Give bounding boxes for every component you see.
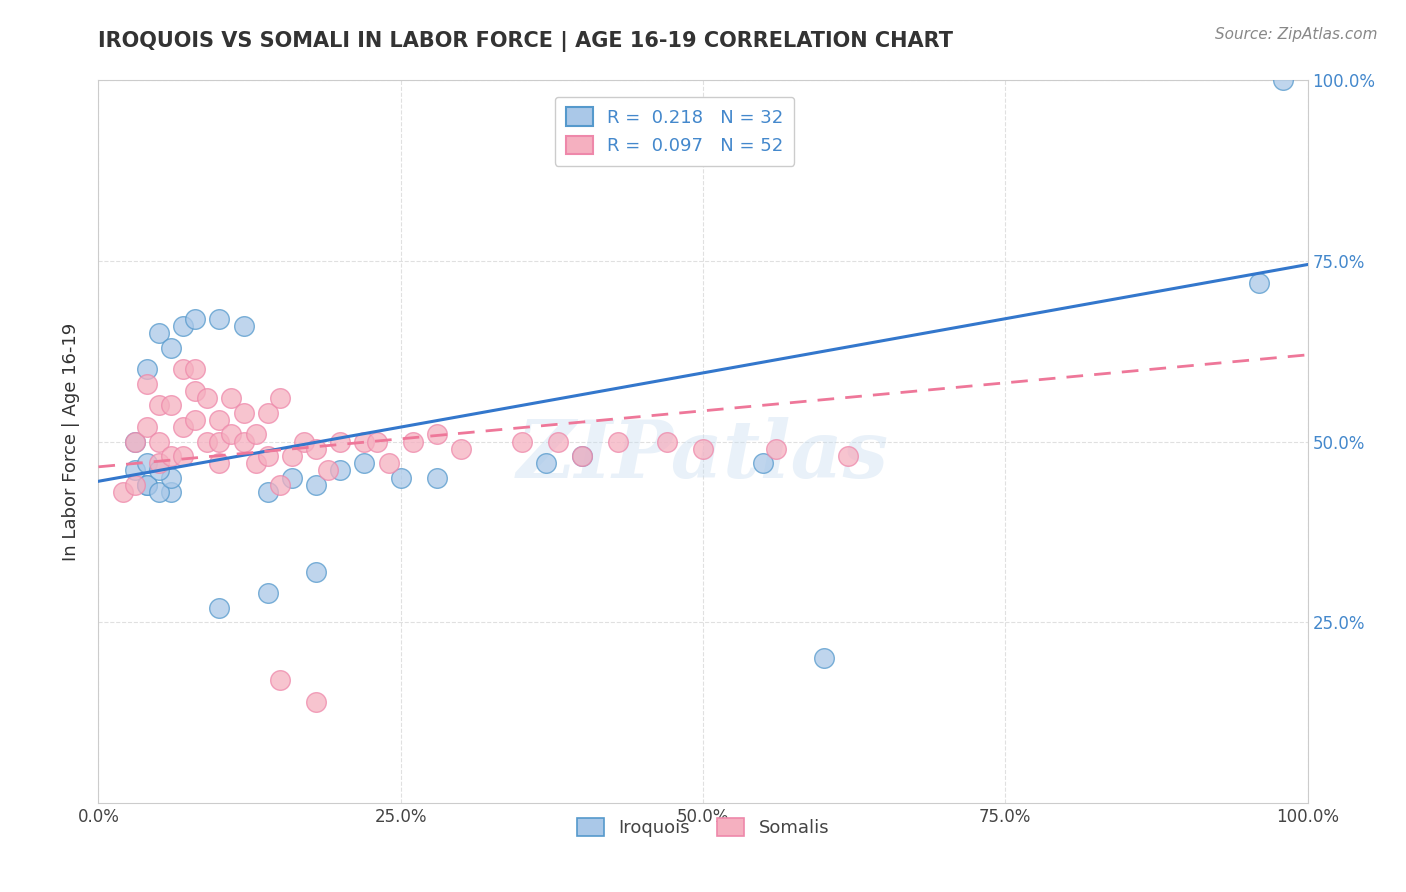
Point — [135, 478, 157, 492]
Point — [184, 384, 207, 398]
Point — [1249, 276, 1271, 290]
Point — [837, 449, 859, 463]
Point — [232, 434, 254, 449]
Point — [208, 600, 231, 615]
Point — [184, 311, 207, 326]
Point — [305, 695, 328, 709]
Point — [208, 413, 231, 427]
Point — [377, 456, 399, 470]
Point — [245, 456, 267, 470]
Point — [184, 413, 207, 427]
Text: Source: ZipAtlas.com: Source: ZipAtlas.com — [1215, 27, 1378, 42]
Point — [160, 449, 183, 463]
Point — [607, 434, 630, 449]
Point — [305, 478, 328, 492]
Point — [281, 470, 304, 484]
Point — [148, 463, 170, 477]
Point — [256, 586, 278, 600]
Point — [571, 449, 593, 463]
Point — [316, 463, 339, 477]
Point — [305, 565, 328, 579]
Point — [534, 456, 557, 470]
Y-axis label: In Labor Force | Age 16-19: In Labor Force | Age 16-19 — [62, 322, 80, 561]
Point — [450, 442, 472, 456]
Point — [232, 406, 254, 420]
Point — [765, 442, 787, 456]
Point — [292, 434, 315, 449]
Point — [329, 434, 352, 449]
Point — [221, 391, 243, 405]
Point — [256, 485, 278, 500]
Point — [692, 442, 714, 456]
Point — [256, 406, 278, 420]
Point — [389, 470, 412, 484]
Point — [160, 485, 183, 500]
Point — [269, 391, 291, 405]
Point — [353, 434, 375, 449]
Point — [148, 398, 170, 412]
Point — [232, 318, 254, 333]
Point — [281, 449, 304, 463]
Point — [510, 434, 533, 449]
Point — [160, 398, 183, 412]
Point — [655, 434, 678, 449]
Point — [160, 470, 183, 484]
Point — [1272, 73, 1295, 87]
Point — [172, 420, 194, 434]
Point — [135, 456, 157, 470]
Point — [547, 434, 569, 449]
Point — [426, 427, 449, 442]
Point — [148, 485, 170, 500]
Point — [172, 318, 194, 333]
Point — [571, 449, 593, 463]
Point — [135, 420, 157, 434]
Point — [305, 442, 328, 456]
Point — [208, 434, 231, 449]
Point — [172, 362, 194, 376]
Point — [221, 427, 243, 442]
Text: ZIPatlas: ZIPatlas — [517, 417, 889, 495]
Point — [148, 456, 170, 470]
Point — [426, 470, 449, 484]
Point — [124, 434, 146, 449]
Point — [256, 449, 278, 463]
Point — [366, 434, 388, 449]
Point — [269, 478, 291, 492]
Point — [172, 449, 194, 463]
Point — [813, 651, 835, 665]
Point — [195, 434, 218, 449]
Point — [124, 434, 146, 449]
Point — [135, 478, 157, 492]
Point — [111, 485, 134, 500]
Point — [208, 456, 231, 470]
Point — [148, 326, 170, 340]
Text: IROQUOIS VS SOMALI IN LABOR FORCE | AGE 16-19 CORRELATION CHART: IROQUOIS VS SOMALI IN LABOR FORCE | AGE … — [98, 31, 953, 53]
Point — [353, 456, 375, 470]
Point — [184, 362, 207, 376]
Point — [752, 456, 775, 470]
Point — [135, 362, 157, 376]
Point — [208, 311, 231, 326]
Point — [269, 673, 291, 687]
Point — [195, 391, 218, 405]
Point — [245, 427, 267, 442]
Point — [135, 376, 157, 391]
Point — [160, 341, 183, 355]
Point — [329, 463, 352, 477]
Point — [402, 434, 425, 449]
Legend: Iroquois, Somalis: Iroquois, Somalis — [569, 811, 837, 845]
Point — [148, 434, 170, 449]
Point — [124, 463, 146, 477]
Point — [124, 478, 146, 492]
